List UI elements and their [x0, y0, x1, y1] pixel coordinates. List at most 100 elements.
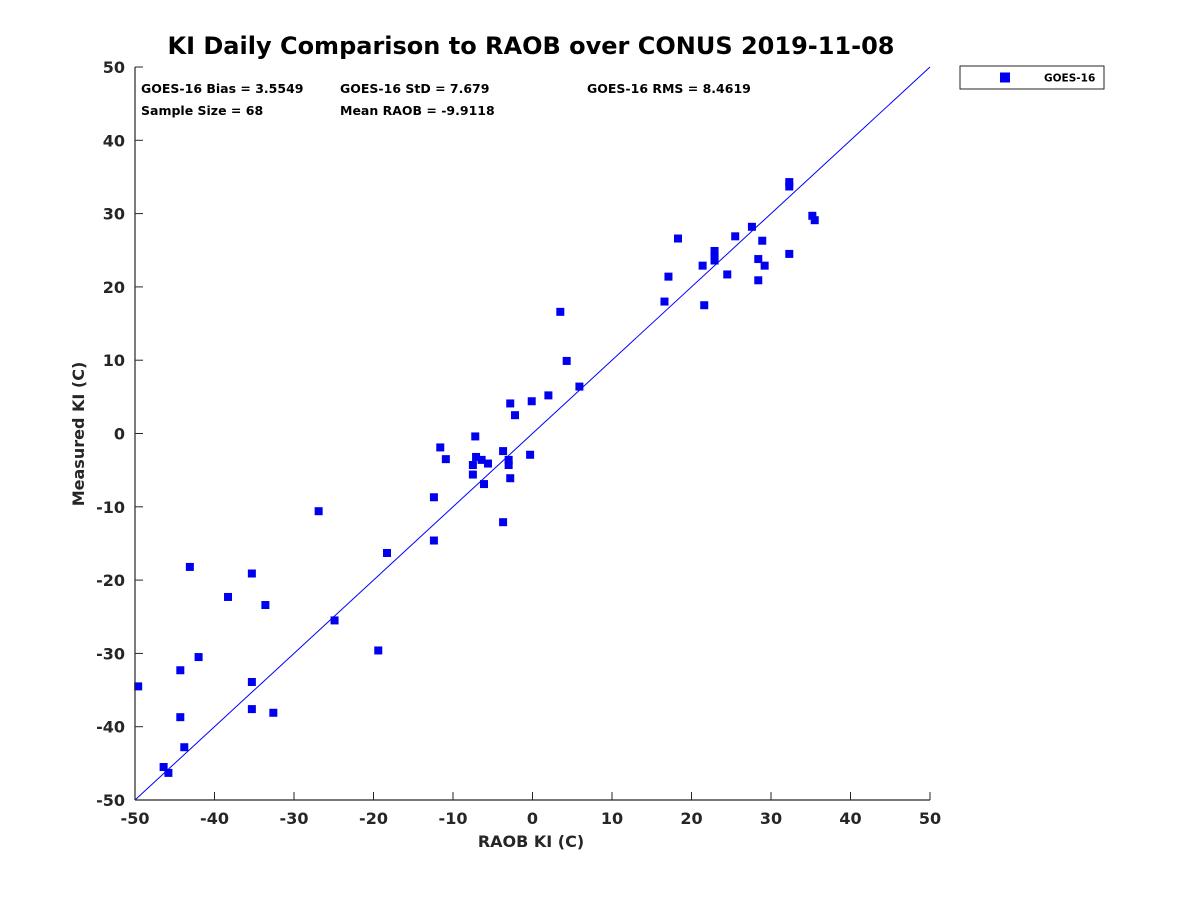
data-point — [314, 507, 323, 516]
y-tick-label: 30 — [103, 205, 125, 224]
data-point — [747, 222, 756, 231]
legend: GOES-16 — [959, 65, 1105, 90]
plot-area — [134, 66, 931, 801]
data-point — [710, 246, 719, 255]
data-point — [723, 270, 732, 279]
data-point — [472, 452, 481, 461]
data-point — [575, 382, 584, 391]
x-tick-label: 40 — [839, 809, 861, 828]
y-tick-label: 20 — [103, 278, 125, 297]
x-tick-label: -50 — [121, 809, 150, 828]
x-axis-label: RAOB KI (C) — [478, 832, 584, 851]
x-tick-label: 0 — [527, 809, 538, 828]
y-tick-label: -20 — [96, 571, 125, 590]
data-point — [808, 211, 817, 220]
data-point — [673, 234, 682, 243]
data-point — [526, 450, 535, 459]
data-point — [468, 461, 477, 470]
data-point — [710, 252, 719, 261]
y-axis-ticks: 50 40 30 20 10 0 -10 -20 -30 -40 -50 — [96, 58, 143, 810]
stats-annotations: GOES-16 Bias = 3.5549 GOES-16 StD = 7.67… — [141, 81, 751, 118]
data-point — [544, 391, 553, 400]
x-tick-label: -40 — [200, 809, 229, 828]
data-point — [754, 276, 763, 285]
y-tick-label: 10 — [103, 351, 125, 370]
data-point — [562, 356, 571, 365]
x-tick-label: -20 — [359, 809, 388, 828]
data-point — [224, 592, 233, 601]
data-point — [429, 536, 438, 545]
data-point — [383, 548, 392, 557]
y-tick-label: 50 — [103, 58, 125, 77]
x-tick-label: 30 — [760, 809, 782, 828]
y-tick-label: -50 — [96, 791, 125, 810]
x-tick-label: 10 — [601, 809, 623, 828]
y-tick-label: -10 — [96, 498, 125, 517]
data-point — [785, 178, 794, 187]
reference-line-group — [134, 66, 931, 801]
data-point — [471, 432, 480, 441]
data-point — [483, 459, 492, 468]
data-point — [506, 474, 515, 483]
stat-mean-raob: Mean RAOB = -9.9118 — [340, 103, 495, 118]
data-point — [180, 743, 189, 752]
y-tick-label: -30 — [96, 644, 125, 663]
stat-bias: GOES-16 Bias = 3.5549 — [141, 81, 303, 96]
legend-box — [959, 65, 1105, 90]
data-point — [785, 249, 794, 258]
y-axis-label: Measured KI (C) — [69, 362, 88, 507]
legend-marker — [1000, 72, 1010, 83]
data-point — [760, 261, 769, 270]
data-point — [499, 518, 508, 527]
data-point — [506, 399, 515, 408]
data-point — [185, 562, 194, 571]
stat-sample-size: Sample Size = 68 — [141, 103, 263, 118]
y-tick-label: -40 — [96, 718, 125, 737]
reference-line — [134, 66, 931, 801]
data-point — [664, 272, 673, 281]
data-point — [176, 666, 185, 675]
legend-label: GOES-16 — [1044, 73, 1095, 85]
data-point — [247, 677, 256, 686]
x-tick-label: 20 — [680, 809, 702, 828]
data-point — [504, 455, 513, 464]
data-point — [436, 443, 445, 452]
x-tick-label: -30 — [280, 809, 309, 828]
chart-title: KI Daily Comparison to RAOB over CONUS 2… — [168, 32, 895, 60]
data-point — [499, 447, 508, 456]
stat-rms: GOES-16 RMS = 8.4619 — [587, 81, 751, 96]
data-point — [429, 493, 438, 502]
data-point — [441, 455, 450, 464]
y-tick-label: 40 — [103, 131, 125, 150]
data-point — [164, 768, 173, 777]
data-point — [330, 616, 339, 625]
data-point — [758, 236, 767, 245]
data-point — [511, 411, 520, 420]
data-point — [477, 455, 486, 464]
x-tick-label: 50 — [919, 809, 941, 828]
data-points — [134, 178, 819, 777]
stat-std: GOES-16 StD = 7.679 — [340, 81, 489, 96]
x-tick-label: -10 — [439, 809, 468, 828]
data-point — [556, 307, 565, 316]
data-point — [194, 653, 203, 662]
data-point — [700, 301, 709, 310]
data-point — [468, 470, 477, 479]
data-point — [710, 256, 719, 265]
data-point — [247, 569, 256, 578]
data-point — [527, 397, 536, 406]
data-point — [247, 705, 256, 714]
x-axis-ticks: -50 -40 -30 -20 -10 0 10 20 30 40 50 — [121, 792, 941, 828]
data-point — [731, 232, 740, 241]
data-point — [810, 216, 819, 225]
data-point — [754, 255, 763, 264]
data-point — [785, 182, 794, 191]
data-point — [269, 708, 278, 717]
data-point — [261, 601, 270, 610]
data-point — [504, 461, 513, 470]
data-point — [134, 682, 143, 691]
data-point — [698, 261, 707, 270]
data-point — [176, 713, 185, 722]
data-point — [480, 480, 489, 489]
y-tick-label: 0 — [114, 425, 125, 444]
